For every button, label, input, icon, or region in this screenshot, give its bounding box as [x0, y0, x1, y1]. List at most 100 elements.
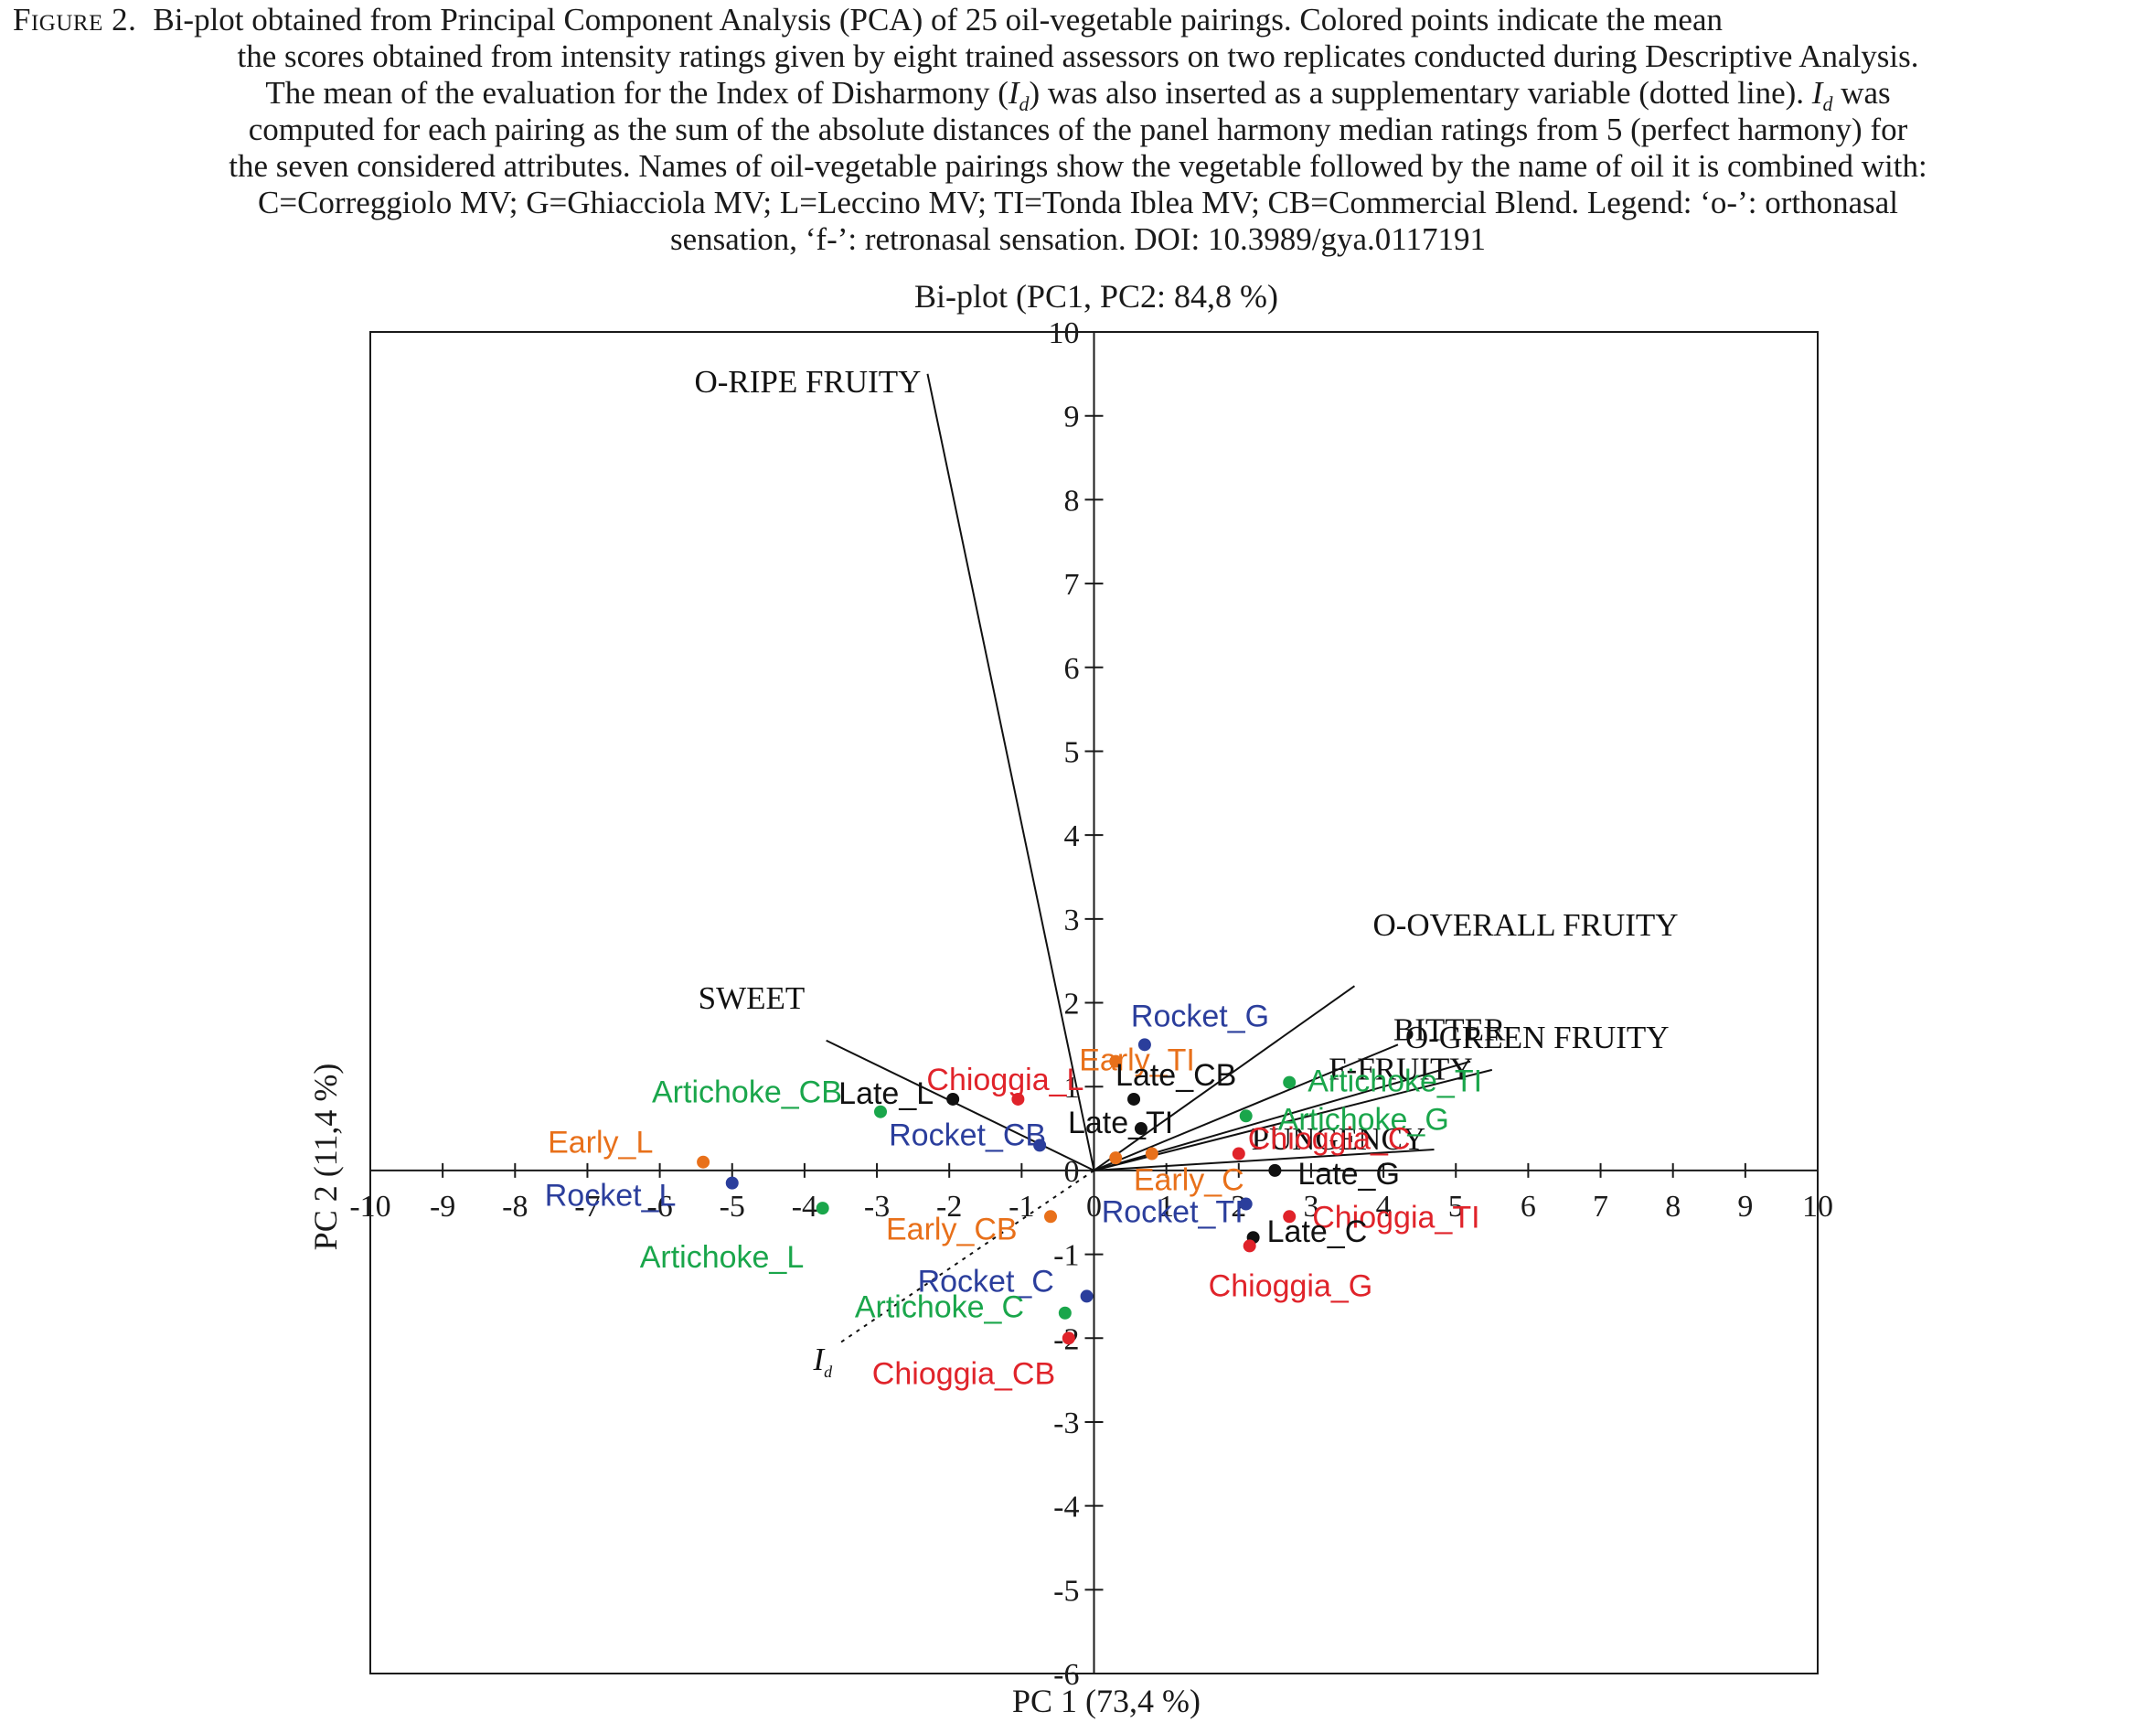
x-tick-label: -10 [349, 1190, 390, 1224]
x-tick-label: -5 [720, 1190, 745, 1224]
point-label: Late_CB [1115, 1058, 1236, 1093]
score-point [1239, 1197, 1253, 1211]
x-tick-label: -7 [574, 1190, 600, 1224]
point-label: Early_L [548, 1126, 653, 1160]
x-tick-label: -8 [502, 1190, 528, 1224]
score-points [697, 1038, 1297, 1345]
x-axis-title: PC 1 (73,4 %) [1012, 1683, 1201, 1719]
figure-label: Figure 2. [13, 2, 137, 37]
y-tick-label: 0 [1064, 1155, 1080, 1189]
score-point [1033, 1139, 1047, 1152]
score-point [1232, 1147, 1245, 1160]
x-tick-label: 9 [1737, 1190, 1753, 1224]
axes-group: -10 -9 -8 -7 -6 -5 -4 -3 -2 -1 0 1 2 3 4 5 6 7 8 9 10-6-5-4-… [349, 316, 1833, 1692]
point-label: Early_CB [886, 1212, 1018, 1246]
y-tick-label: -1 [1053, 1239, 1079, 1273]
point-label: Chioggia_L [926, 1063, 1083, 1097]
point-label: Artichoke_L [640, 1240, 805, 1275]
score-point [1283, 1210, 1297, 1224]
point-label: Late_L [838, 1076, 934, 1111]
x-tick-label: 8 [1665, 1190, 1681, 1224]
x-tick-label: -1 [1009, 1190, 1034, 1224]
chart-title: Bi-plot (PC1, PC2: 84,8 %) [914, 278, 1278, 315]
x-tick-label: -3 [864, 1190, 890, 1224]
score-point [1011, 1092, 1025, 1106]
caption-line-1: Figure 2. Bi-plot obtained from Principal… [13, 2, 1723, 38]
y-axis-title: PC 2 (11,4 %) [307, 1064, 344, 1251]
loading-vector [1093, 985, 1356, 1171]
x-tick-label: 1 [1158, 1190, 1174, 1224]
point-label: Artichoke_C [855, 1290, 1024, 1325]
score-point [1283, 1075, 1297, 1089]
x-tick-label: 0 [1086, 1190, 1102, 1224]
score-point [1062, 1332, 1075, 1345]
score-point [697, 1155, 710, 1169]
caption-line-3: The mean of the evaluation for the Index… [265, 75, 1891, 115]
loading-vector [926, 373, 1095, 1171]
score-point [1044, 1210, 1058, 1224]
x-tick-label: -2 [936, 1190, 962, 1224]
x-tick-label: 4 [1376, 1190, 1392, 1224]
vector-label: O-GREEN FRUITY [1405, 1020, 1670, 1055]
loading-vector [1094, 1043, 1399, 1171]
x-tick-label: 5 [1448, 1190, 1464, 1224]
loading-vector [826, 1039, 1094, 1171]
score-point [946, 1092, 960, 1106]
x-tick-label: 2 [1231, 1190, 1246, 1224]
score-point [1134, 1122, 1147, 1136]
vector-label: SWEET [699, 980, 806, 1016]
x-tick-label: 10 [1802, 1190, 1833, 1224]
score-point [725, 1176, 739, 1190]
point-labels: Early_LRocket_LArtichoke_LArtichoke_CBLa… [545, 999, 1482, 1391]
y-tick-label: 7 [1064, 568, 1080, 602]
score-point [874, 1105, 888, 1118]
score-point [1243, 1239, 1256, 1253]
caption-line-5: the seven considered attributes. Names o… [229, 148, 1927, 184]
loading-vectors: O-RIPE FRUITY SWEET O-OVERALL FRUITY BITTER… [694, 364, 1678, 1381]
y-tick-label: 9 [1064, 401, 1080, 434]
vector-label: PUNGENCY [1252, 1121, 1426, 1157]
score-point [1127, 1092, 1141, 1106]
point-label: Chioggia_G [1209, 1268, 1373, 1303]
y-tick-label: 3 [1064, 904, 1080, 937]
score-point [1268, 1163, 1282, 1177]
point-label: Rocket_G [1131, 999, 1269, 1033]
point-label: Rocket_C [918, 1264, 1054, 1299]
x-tick-label: -6 [646, 1190, 672, 1224]
point-label: Rocket_CB [889, 1118, 1046, 1152]
y-tick-label: 4 [1064, 819, 1080, 853]
caption-line-6: C=Correggiolo MV; G=Ghiacciola MV; L=Lec… [258, 185, 1898, 220]
loading-vector [1094, 1148, 1435, 1171]
vector-label: BITTER [1393, 1011, 1506, 1047]
caption-line-2: the scores obtained from intensity ratin… [237, 38, 1919, 74]
x-tick-label: -4 [792, 1190, 817, 1224]
y-tick-label: 8 [1064, 484, 1080, 518]
score-point [1145, 1147, 1158, 1160]
point-label: Artichoke_TI [1307, 1064, 1482, 1099]
score-point [1109, 1151, 1123, 1165]
x-tick-label: 6 [1521, 1190, 1536, 1224]
score-point [1239, 1109, 1253, 1123]
point-label: Early_TI [1079, 1043, 1195, 1078]
score-point [1058, 1306, 1072, 1320]
x-tick-label: -9 [430, 1190, 455, 1224]
point-label: Chioggia_CB [872, 1356, 1055, 1391]
score-point [816, 1202, 829, 1215]
point-label: Chioggia_TI [1312, 1200, 1479, 1235]
point-label: Early_C [1134, 1163, 1244, 1198]
y-tick-label: 5 [1064, 735, 1080, 769]
y-tick-label: 10 [1049, 316, 1080, 350]
y-tick-label: -3 [1053, 1406, 1079, 1440]
point-label: Rocket_L [545, 1179, 677, 1214]
vector-label: F-FRUITY [1329, 1052, 1473, 1087]
x-tick-label: 7 [1593, 1190, 1608, 1224]
score-point [1080, 1289, 1094, 1303]
caption-line-7: sensation, ‘f-’: retronasal sensation. D… [670, 221, 1486, 257]
vector-label: O-RIPE FRUITY [694, 364, 921, 400]
caption-text-1: Bi-plot obtained from Principal Componen… [153, 2, 1723, 37]
score-point [1137, 1038, 1151, 1052]
y-tick-label: -4 [1053, 1491, 1079, 1524]
id-vector-label: Id [812, 1342, 833, 1381]
y-tick-label: 2 [1064, 988, 1080, 1021]
